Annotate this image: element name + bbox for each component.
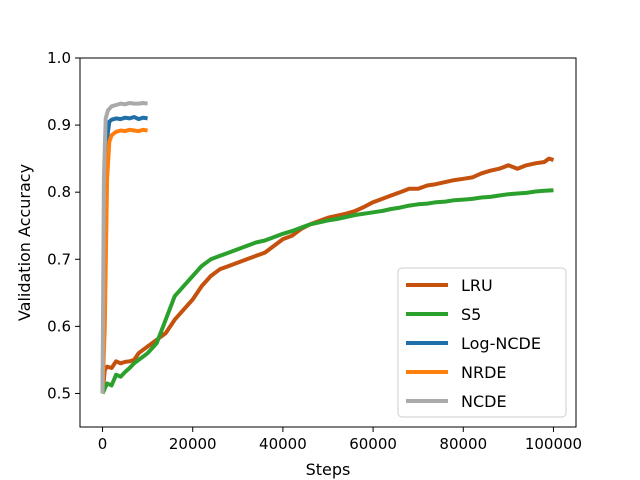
- x-tick-label: 100000: [525, 435, 582, 453]
- x-axis-label: Steps: [306, 460, 351, 479]
- series-line-ncde: [100, 101, 148, 394]
- legend-box: [397, 267, 567, 418]
- series-line-nrde: [100, 127, 148, 394]
- x-tick-label: 40000: [259, 435, 307, 453]
- y-tick-label: 0.8: [47, 183, 71, 201]
- y-tick-label: 0.6: [47, 317, 71, 335]
- legend: LRU S5 Log-NCDE NRDE NCDE: [397, 267, 567, 418]
- legend-label-s5: S5: [461, 305, 481, 324]
- y-axis-label: Validation Accuracy: [15, 164, 34, 321]
- x-tick-label: 80000: [439, 435, 487, 453]
- series-line-s5: [100, 188, 554, 395]
- y-axis: 0.5 0.6 0.7 0.8 0.9 1.0: [47, 49, 80, 402]
- plot-frame: [79, 57, 577, 428]
- x-tick-label: 20000: [169, 435, 217, 453]
- legend-label-log-ncde: Log-NCDE: [461, 334, 541, 353]
- plot-lines: [100, 101, 555, 395]
- y-tick-label: 1.0: [47, 49, 71, 67]
- legend-label-ncde: NCDE: [461, 392, 507, 411]
- legend-label-nrde: NRDE: [461, 363, 507, 382]
- y-tick-label: 0.7: [47, 250, 71, 268]
- y-tick-label: 0.9: [47, 116, 71, 134]
- x-tick-label: 60000: [349, 435, 397, 453]
- x-tick-label: 0: [98, 435, 108, 453]
- y-tick-label: 0.5: [47, 384, 71, 402]
- x-axis: 0 20000 40000 60000 80000 100000: [98, 427, 582, 453]
- legend-label-lru: LRU: [461, 276, 493, 295]
